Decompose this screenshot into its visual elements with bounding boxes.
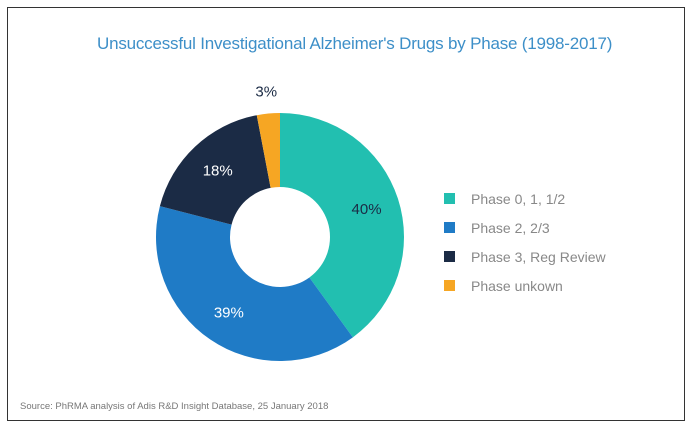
donut-slice <box>159 115 271 225</box>
slice-data-label: 40% <box>352 201 382 218</box>
donut-slice <box>156 206 353 362</box>
legend-label: Phase unkown <box>471 277 563 294</box>
legend-swatch <box>444 222 455 233</box>
slice-data-label: 3% <box>255 84 277 101</box>
chart-frame <box>7 7 685 421</box>
legend-label: Phase 2, 2/3 <box>471 219 550 236</box>
legend-item: Phase 2, 2/3 <box>444 213 606 242</box>
legend-item: Phase 0, 1, 1/2 <box>444 184 606 213</box>
slice-data-label: 39% <box>214 304 244 321</box>
legend-item: Phase unkown <box>444 271 606 300</box>
source-note: Source: PhRMA analysis of Adis R&D Insig… <box>20 401 329 412</box>
donut-slice <box>280 113 404 338</box>
legend: Phase 0, 1, 1/2 Phase 2, 2/3 Phase 3, Reg … <box>444 184 606 300</box>
legend-swatch <box>444 280 455 291</box>
chart-title: Unsuccessful Investigational Alzheimer's… <box>97 34 613 53</box>
legend-label: Phase 3, Reg Review <box>471 248 606 265</box>
legend-swatch <box>444 193 455 204</box>
legend-swatch <box>444 251 455 262</box>
donut-slice <box>256 113 280 188</box>
legend-item: Phase 3, Reg Review <box>444 242 606 271</box>
legend-label: Phase 0, 1, 1/2 <box>471 190 566 207</box>
slice-data-label: 18% <box>203 163 233 180</box>
